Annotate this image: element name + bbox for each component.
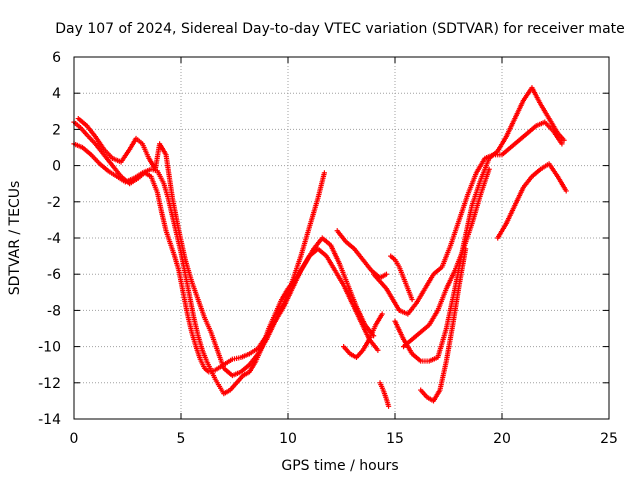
series-6 <box>388 253 415 303</box>
series-11 <box>418 246 469 404</box>
x-tick-label: 0 <box>70 431 79 447</box>
data-point <box>385 403 392 409</box>
x-tick-label: 10 <box>279 431 297 447</box>
data-point <box>396 307 402 313</box>
y-tick-label: -14 <box>38 412 61 428</box>
data-point <box>379 311 385 317</box>
series-7 <box>377 380 392 409</box>
x-tick-label: 15 <box>386 431 404 447</box>
x-tick-label: 5 <box>177 431 186 447</box>
y-tick-label: -12 <box>38 376 61 392</box>
series-5 <box>341 311 385 361</box>
axis-ticks: 0 5 10 15 20 25 -14 -12 -10 -8 -6 -4 -2 0 2 4 6 <box>38 50 618 447</box>
chart-title: Day 107 of 2024, Sidereal Day-to-day VTE… <box>55 21 625 37</box>
y-tick-label: -10 <box>38 340 61 356</box>
y-tick-label: 0 <box>52 159 61 175</box>
y-tick-label: -2 <box>47 195 61 211</box>
series-10 <box>400 166 492 350</box>
x-axis-title: GPS time / hours <box>281 458 398 474</box>
y-tick-label: -4 <box>47 231 61 247</box>
series-4 <box>334 228 390 281</box>
data-point <box>375 347 381 353</box>
data-point <box>409 296 415 303</box>
x-tick-label: 20 <box>493 431 511 447</box>
series-13 <box>371 271 402 313</box>
series-12 <box>495 161 569 241</box>
data-point <box>486 166 492 172</box>
series-3 <box>75 115 327 379</box>
series-9 <box>396 119 565 317</box>
y-tick-label: 2 <box>52 122 61 138</box>
data-point <box>383 271 390 277</box>
y-tick-label: 4 <box>52 86 61 102</box>
y-tick-label: 6 <box>52 50 61 66</box>
data-point <box>559 141 565 147</box>
y-tick-label: -8 <box>47 303 61 319</box>
y-axis-title: SDTVAR / TECUs <box>7 181 23 296</box>
data-series <box>71 85 569 409</box>
y-tick-label: -6 <box>47 267 61 283</box>
data-point <box>463 246 469 252</box>
x-tick-label: 25 <box>600 431 618 447</box>
data-point <box>321 170 327 176</box>
data-point <box>563 188 569 194</box>
